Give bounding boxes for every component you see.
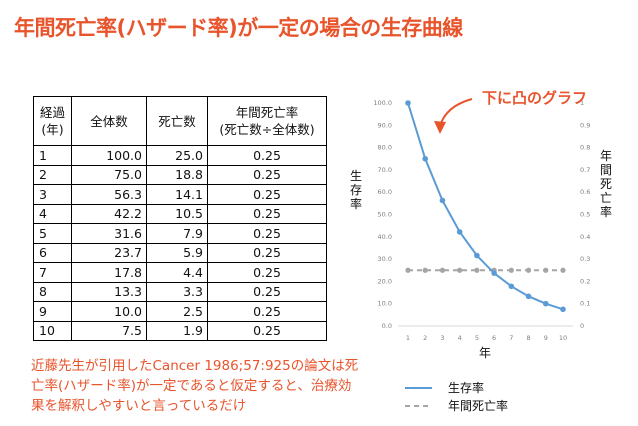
header-elapsed-years: 経過 (年) [33,96,72,146]
hazard-point [543,267,549,273]
x-tick-label: 1 [406,334,410,342]
y-tick-label-right: 0.1 [580,300,590,308]
hazard-point [405,267,411,273]
table-cell: 3.3 [146,281,208,302]
hazard-point [525,267,532,273]
y-tick-label-left: 10.0 [378,300,392,308]
table-cell: 0.25 [207,320,327,341]
table-row: 5 31.6 7.9 0.25 [33,223,327,244]
survival-series [405,100,566,313]
x-tick-label: 7 [509,334,513,342]
table-cell: 1.9 [146,320,208,341]
x-tick-label: 9 [544,334,548,342]
table-row: 8 13.3 3.3 0.25 [33,281,327,302]
slide-title: 年間死亡率(ハザード率)が一定の場合の生存曲線 [14,16,463,40]
table-row: 4 42.2 10.5 0.25 [33,203,327,224]
legend-survival-label: 生存率 [448,380,484,395]
left-axis-ticks: 0.0 10.0 20.0 30.0 40.0 50.0 60.0 70.0 80.0 90.0 1… [373,99,392,330]
survival-point [525,293,532,300]
legend: 生存率 年間死亡率 [405,380,508,413]
y-tick-label-left: 100.0 [373,99,392,107]
y-tick-label-right: 0 [580,322,584,330]
table-cell: 0.25 [207,145,327,166]
hazard-point [457,267,463,273]
table-cell: 31.6 [71,223,147,244]
survival-point [422,155,429,162]
convex-annotation: 下に凸のグラフ [434,89,587,134]
y-tick-label-left: 60.0 [378,188,392,196]
y-tick-label-left: 70.0 [378,166,392,174]
y-tick-label-right: 0.9 [580,121,590,129]
table-row: 10 7.5 1.9 0.25 [33,320,327,341]
y-axis-label-right: 年間死亡率 [600,149,612,219]
table-cell: 0.25 [207,301,327,322]
hazard-series [405,267,566,273]
hazard-point [439,267,446,273]
explanation-note: 近藤先生が引用したCancer 1986;57:925の論文は死亡率(ハザード率… [31,358,359,414]
survival-point [439,197,446,204]
right-axis-ticks: 0 0.1 0.2 0.3 0.4 0.5 0.6 0.7 0.8 0.9 1 [580,99,590,330]
y-tick-label-right: 0.3 [580,255,590,263]
y-tick-label-left: 50.0 [378,211,392,219]
table-row: 1 100.0 25.0 0.25 [33,145,327,166]
y-tick-label-left: 30.0 [378,255,392,263]
annotation-arrowhead [434,121,446,134]
y-tick-label-right: 0.4 [580,233,590,241]
x-tick-label: 5 [475,334,479,342]
y-tick-label-right: 0.5 [580,211,590,219]
survival-point [491,270,497,276]
y-tick-label-right: 0.6 [580,188,590,196]
table-cell: 56.3 [71,184,147,205]
table-row: 6 23.7 5.9 0.25 [33,242,327,263]
x-axis-label: 年 [479,346,491,360]
annotation-text: 下に凸のグラフ [482,89,587,107]
x-tick-label: 6 [492,334,496,342]
survival-point [456,229,463,235]
survival-point [542,300,549,307]
y-tick-label-left: 20.0 [378,277,392,285]
y-tick-label-right: 0.2 [580,277,590,285]
survival-line [407,102,564,311]
x-tick-label: 3 [440,334,444,342]
header-annual-mortality: 年間死亡率 (死亡数÷全体数) [207,96,327,146]
table-cell: 10.5 [146,203,208,224]
x-tick-label: 4 [458,334,462,342]
hazard-point [560,267,566,273]
table-cell: 10 [33,320,72,341]
x-tick-label: 10 [559,334,567,342]
table-header-row: 経過 (年) 全体数 死亡数 年間死亡率 (死亡数÷全体数) [33,96,327,146]
header-deaths: 死亡数 [146,96,208,146]
legend-hazard-label: 年間死亡率 [448,398,508,413]
survival-point [405,100,411,106]
y-tick-label-left: 90.0 [378,121,392,129]
survival-point [508,283,515,290]
hazard-point [508,267,514,273]
life-table: 経過 (年) 全体数 死亡数 年間死亡率 (死亡数÷全体数) 1 100.0 25.0 0… [33,96,327,341]
y-tick-label-right: 0.7 [580,166,590,174]
x-tick-label: 2 [423,334,427,342]
y-tick-label-right: 0.8 [580,144,590,152]
y-tick-label-left: 80.0 [378,144,392,152]
y-tick-label-right: 1 [580,99,584,107]
y-tick-label-left: 40.0 [378,233,392,241]
survival-point [560,306,566,313]
table-cell: 18.8 [146,164,208,185]
hazard-point [422,267,428,273]
hazard-point [474,267,480,273]
survival-point [474,252,480,259]
table-cell: 7.5 [71,320,147,341]
table-cell: 100.0 [71,145,147,166]
y-tick-label-left: 0.0 [382,322,392,330]
y-axis-label-left: 生存率 [350,169,362,211]
x-tick-label: 8 [526,334,530,342]
x-axis-ticks: 1 2 3 4 5 6 7 8 9 10 [406,334,567,342]
table-row: 3 56.3 14.1 0.25 [33,184,327,205]
